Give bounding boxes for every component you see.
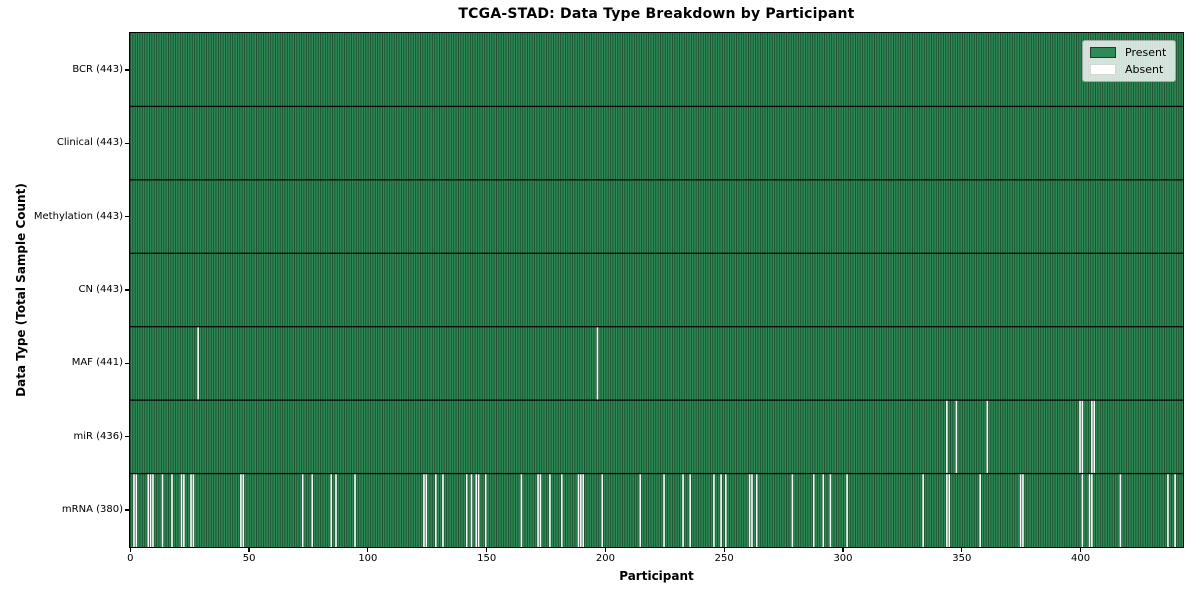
x-tick-label: 350 — [952, 553, 972, 564]
x-axis-label: Participant — [619, 569, 694, 583]
legend: Present Absent — [1082, 40, 1177, 82]
x-tick-label: 200 — [595, 553, 615, 564]
absent-swatch-icon — [1090, 64, 1116, 75]
y-tick-mark — [125, 142, 129, 144]
x-tick-label: 150 — [477, 553, 497, 564]
x-tick-label: 100 — [358, 553, 378, 564]
x-tick-label: 50 — [242, 553, 256, 564]
heatmap-svg — [130, 33, 1183, 547]
y-tick-mark — [125, 289, 129, 291]
x-tick-label: 0 — [127, 553, 134, 564]
present-swatch-icon — [1090, 47, 1116, 58]
y-tick-mark — [125, 216, 129, 218]
x-tick-mark — [1079, 548, 1082, 552]
y-tick-label: mRNA (380) — [61, 504, 123, 516]
plot-area — [129, 32, 1184, 548]
x-tick-label: 400 — [1071, 553, 1091, 564]
chart-title: TCGA-STAD: Data Type Breakdown by Partic… — [458, 6, 855, 22]
y-tick-mark — [125, 362, 129, 364]
x-tick-mark — [961, 548, 963, 552]
x-tick-mark — [129, 548, 131, 552]
y-tick-mark — [125, 69, 129, 71]
x-tick-label: 300 — [833, 553, 853, 564]
x-tick-mark — [842, 548, 844, 552]
y-tick-label: Clinical (443) — [56, 137, 123, 149]
y-tick-label: MAF (441) — [71, 357, 123, 369]
y-tick-label: miR (436) — [73, 430, 123, 442]
x-tick-mark — [486, 548, 488, 552]
y-tick-label: CN (443) — [78, 284, 123, 295]
y-tick-mark — [125, 436, 129, 438]
legend-label-absent: Absent — [1125, 63, 1164, 76]
legend-item-present: Present — [1090, 46, 1166, 59]
x-tick-mark — [367, 548, 369, 552]
x-tick-mark — [723, 548, 725, 552]
y-tick-mark — [125, 509, 129, 511]
y-tick-label: Methylation (443) — [33, 210, 123, 222]
legend-item-absent: Absent — [1090, 63, 1166, 76]
x-tick-label: 250 — [714, 553, 734, 564]
x-tick-mark — [604, 548, 606, 552]
legend-label-present: Present — [1125, 46, 1167, 59]
x-tick-mark — [248, 548, 250, 552]
y-tick-label: BCR (443) — [72, 63, 123, 75]
